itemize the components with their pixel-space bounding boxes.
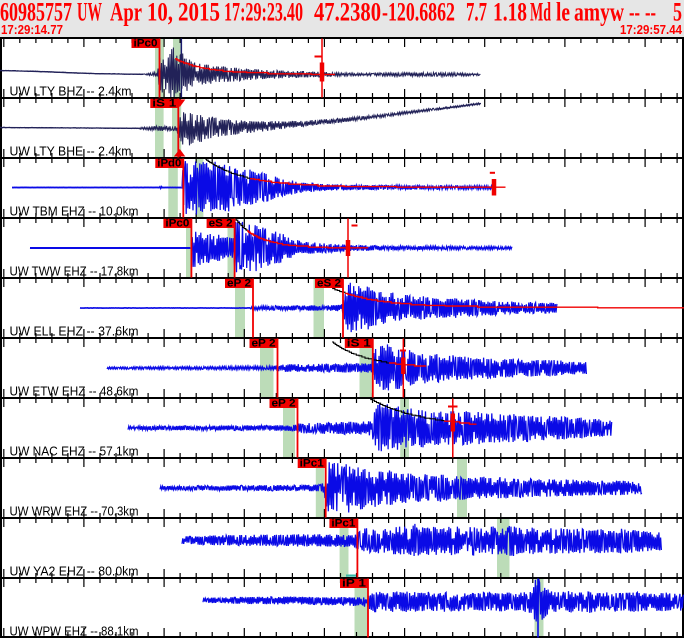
svg-text:UW ELL EHZ -- 37.6km: UW ELL EHZ -- 37.6km	[10, 325, 139, 339]
svg-text:UW TBM EHZ -- 10.0km: UW TBM EHZ -- 10.0km	[10, 205, 139, 219]
svg-text:--: --	[645, 0, 656, 27]
svg-text:-120.6862: -120.6862	[382, 0, 455, 27]
svg-text:UW WPW EHZ -- 88.1km: UW WPW EHZ -- 88.1km	[10, 625, 139, 638]
svg-text:eP 2: eP 2	[227, 278, 251, 290]
svg-text:7.7: 7.7	[466, 0, 487, 27]
svg-text:eP 2: eP 2	[252, 338, 276, 350]
svg-text:UW LTY BHZ -- 2.4km: UW LTY BHZ -- 2.4km	[10, 85, 132, 99]
svg-text:Md: Md	[530, 0, 551, 27]
svg-text:iPc1: iPc1	[331, 518, 355, 530]
svg-text:UW TWW EHZ -- 17.8km: UW TWW EHZ -- 17.8km	[10, 265, 139, 279]
svg-text:17:29:57.44: 17:29:57.44	[620, 23, 682, 37]
svg-text:--: --	[629, 0, 640, 27]
svg-text:iPd0: iPd0	[157, 158, 181, 170]
svg-text:1.18: 1.18	[493, 0, 527, 27]
svg-text:amyw: amyw	[574, 0, 624, 27]
svg-text:iPc1: iPc1	[300, 458, 324, 470]
svg-text:UW ETW EHZ -- 48.6km: UW ETW EHZ -- 48.6km	[10, 385, 139, 399]
svg-text:iPc0: iPc0	[134, 38, 158, 50]
svg-text:60985757: 60985757	[0, 0, 72, 27]
svg-text:UW WRW EHZ -- 70.3km: UW WRW EHZ -- 70.3km	[10, 505, 139, 519]
svg-text:le: le	[556, 0, 570, 27]
svg-text:10,: 10,	[147, 0, 173, 27]
svg-text:iS 1: iS 1	[347, 338, 371, 350]
svg-text:UW YA2 EHZ -- 80.0km: UW YA2 EHZ -- 80.0km	[10, 565, 139, 579]
svg-text:UW NAC EHZ -- 57.1km: UW NAC EHZ -- 57.1km	[10, 445, 139, 459]
svg-text:Apr: Apr	[110, 0, 142, 27]
svg-text:2015: 2015	[178, 0, 220, 27]
svg-text:iS 1: iS 1	[152, 98, 176, 110]
svg-text:17:29:14.77: 17:29:14.77	[1, 23, 63, 37]
svg-text:17:29:23.40: 17:29:23.40	[224, 0, 303, 27]
svg-text:5: 5	[673, 0, 682, 27]
svg-text:eS 2: eS 2	[317, 278, 341, 290]
svg-text:eS 2: eS 2	[209, 218, 233, 230]
svg-text:iP 1: iP 1	[342, 578, 366, 590]
svg-text:47.2380: 47.2380	[314, 0, 381, 27]
svg-text:iPc0: iPc0	[165, 218, 189, 230]
svg-text:UW: UW	[77, 0, 102, 27]
svg-text:UW LTY BHE -- 2.4km: UW LTY BHE -- 2.4km	[10, 145, 132, 159]
svg-text:eP 2: eP 2	[272, 398, 296, 410]
